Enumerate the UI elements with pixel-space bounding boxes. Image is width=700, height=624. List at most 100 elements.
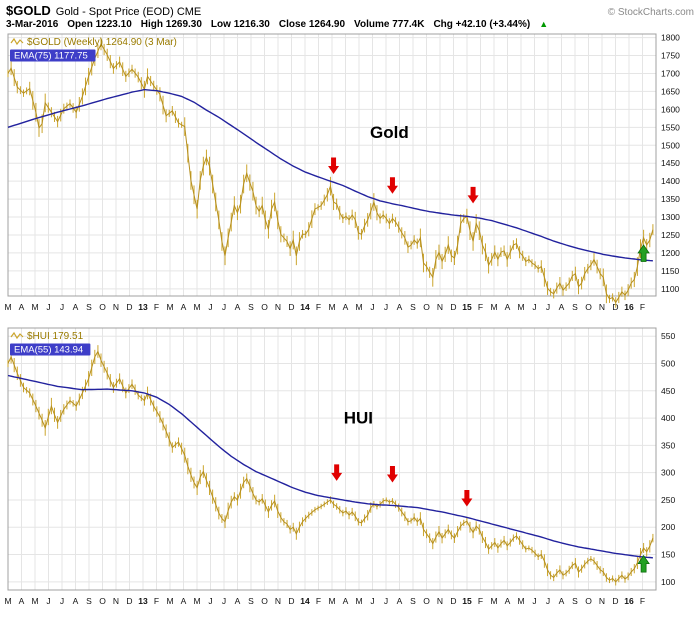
x-axis-label: N xyxy=(113,302,119,312)
x-axis-label: F xyxy=(640,302,645,312)
title-row: $GOLD Gold - Spot Price (EOD) CME © Stoc… xyxy=(6,3,694,18)
y-axis-label: 250 xyxy=(661,495,675,505)
ema-legend-label: EMA(75) 1177.75 xyxy=(14,51,88,62)
x-axis-label: S xyxy=(572,596,578,606)
y-axis-label: 1350 xyxy=(661,194,680,204)
x-axis-label: M xyxy=(328,302,335,312)
x-axis-label: F xyxy=(478,596,483,606)
x-axis-label: S xyxy=(410,302,416,312)
price-legend-label: $GOLD (Weekly) 1264.90 (3 Mar) xyxy=(27,37,177,48)
y-axis-label: 1650 xyxy=(661,86,680,96)
y-axis-label: 450 xyxy=(661,386,675,396)
y-axis-label: 1550 xyxy=(661,122,680,132)
gold-chart-panel: M A M J J A S O N D 13 F M A M J J A S O N D 14 F M A M J J A S O N D 15 F M… xyxy=(0,30,700,324)
x-axis-label: A xyxy=(235,596,241,606)
x-axis-label: J xyxy=(532,302,536,312)
quote-field: Low 1216.30 xyxy=(210,19,270,30)
plot-border xyxy=(7,327,657,591)
red-down-arrow-icon xyxy=(467,186,479,204)
x-axis: M A M J J A S O N D 13 F M A M J J A S O N D 14 F M A M J J A S O N D 15 F M… xyxy=(4,34,645,312)
y-axis-label: 400 xyxy=(661,413,675,423)
x-axis-label: F xyxy=(316,302,321,312)
price-sample-icon xyxy=(10,331,24,340)
x-axis-label: N xyxy=(437,596,443,606)
x-axis-label: D xyxy=(450,596,456,606)
x-axis-label: D xyxy=(288,302,294,312)
y-axis-label: 1800 xyxy=(661,33,680,43)
x-axis-label: 16 xyxy=(624,302,634,312)
x-axis-label: J xyxy=(384,302,388,312)
x-axis-label: N xyxy=(437,302,443,312)
x-axis-label: M xyxy=(166,302,173,312)
red-down-arrow-icon xyxy=(328,157,340,174)
red-down-arrow-icon xyxy=(461,489,473,507)
y-axis: 100 150 200 250 300 350 400 450 500 550 xyxy=(8,331,675,587)
x-axis-label: N xyxy=(275,596,281,606)
x-axis-label: J xyxy=(546,302,550,312)
x-axis-label: A xyxy=(73,596,79,606)
price-sample-icon xyxy=(10,37,24,46)
x-axis-label: O xyxy=(261,596,268,606)
symbol-title: $GOLD xyxy=(6,3,51,18)
red-down-arrow-icon xyxy=(386,177,398,194)
x-axis-label: S xyxy=(86,302,92,312)
x-axis-label: S xyxy=(410,596,416,606)
x-axis-label: S xyxy=(248,596,254,606)
quote-field: High 1269.30 xyxy=(140,19,202,30)
y-axis-label: 1300 xyxy=(661,212,680,222)
x-axis-label: M xyxy=(517,596,524,606)
y-axis-label: 1100 xyxy=(661,284,680,294)
y-axis-label: 100 xyxy=(661,577,675,587)
x-axis-label: A xyxy=(559,302,565,312)
x-axis-label: M xyxy=(31,302,38,312)
x-axis-label: N xyxy=(275,302,281,312)
x-axis-label: A xyxy=(505,302,511,312)
quote-fields: Open 1223.10 High 1269.30 Low 1216.30 Close… xyxy=(67,19,548,30)
x-axis-label: J xyxy=(46,302,50,312)
y-axis-label: 1700 xyxy=(661,68,680,78)
x-axis-label: O xyxy=(585,302,592,312)
y-axis-label: 500 xyxy=(661,358,675,368)
y-axis-label: 1250 xyxy=(661,230,680,240)
quote-field: Chg +42.10 (+3.44%) xyxy=(433,19,531,30)
x-axis-label: M xyxy=(4,596,11,606)
change-up-icon: ▲ xyxy=(539,19,549,29)
x-axis-label: A xyxy=(397,596,403,606)
quote-field: Close 1264.90 xyxy=(278,19,346,30)
x-axis-label: S xyxy=(248,302,254,312)
hui-chart: M A M J J A S O N D 13 F M A M J J A S O N D 14 F M A M J J A S O N D 15 F M… xyxy=(4,327,675,606)
green-up-arrow-icon xyxy=(637,554,650,573)
quote-row: 3-Mar-2016 Open 1223.10 High 1269.30 Low 1… xyxy=(6,19,694,30)
x-axis-label: M xyxy=(490,302,497,312)
chart-legend: $GOLD (Weekly) 1264.90 (3 Mar) EMA(75) 11… xyxy=(10,37,177,62)
x-axis-label: 16 xyxy=(624,596,634,606)
x-axis-label: F xyxy=(316,596,321,606)
x-axis-label: O xyxy=(99,596,106,606)
y-axis-label: 1150 xyxy=(661,266,680,276)
x-axis-label: J xyxy=(60,302,64,312)
y-axis-label: 200 xyxy=(661,522,675,532)
x-axis-label: M xyxy=(4,302,11,312)
x-axis-label: J xyxy=(546,596,550,606)
x-axis-label: A xyxy=(19,302,25,312)
quote-field: Volume 777.4K xyxy=(354,19,425,30)
x-axis-label: F xyxy=(154,302,159,312)
chart-legend: $HUI 179.51 EMA(55) 143.94 xyxy=(10,331,91,356)
x-axis-label: M xyxy=(517,302,524,312)
x-axis-label: J xyxy=(208,596,212,606)
x-axis-label: F xyxy=(478,302,483,312)
x-axis-label: A xyxy=(19,596,25,606)
x-axis-label: O xyxy=(261,302,268,312)
red-down-arrow-icon xyxy=(331,464,343,481)
x-axis-label: J xyxy=(60,596,64,606)
x-axis-label: A xyxy=(181,596,187,606)
chart-annotation: HUI xyxy=(344,409,373,428)
price-series xyxy=(7,37,654,308)
x-axis-label: A xyxy=(235,302,241,312)
ema-legend-label: EMA(55) 143.94 xyxy=(14,345,83,356)
x-axis-label: J xyxy=(370,596,374,606)
x-axis-label: A xyxy=(559,596,565,606)
x-axis-label: 13 xyxy=(138,596,148,606)
x-axis-label: A xyxy=(505,596,511,606)
x-axis-label: J xyxy=(46,596,50,606)
